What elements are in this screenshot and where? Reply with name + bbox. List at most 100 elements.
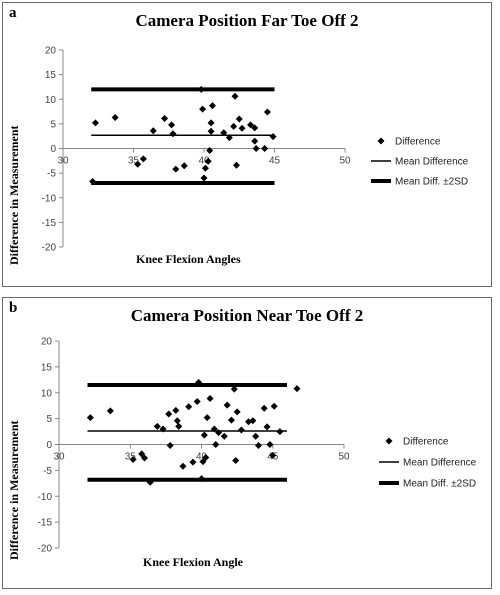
data-point <box>180 162 188 170</box>
data-point <box>210 425 218 433</box>
data-point <box>169 130 177 138</box>
data-point <box>252 145 260 152</box>
data-point <box>260 404 268 412</box>
data-point <box>207 119 215 127</box>
x-axis-label: Knee Flexion Angles <box>136 252 241 266</box>
data-point <box>204 157 212 165</box>
data-point <box>215 429 223 437</box>
y-tick-label: -20 <box>38 544 53 555</box>
data-point <box>251 137 259 145</box>
data-point <box>235 115 243 123</box>
x-axis-label: Knee Flexion Angle <box>143 555 243 569</box>
data-point <box>263 423 271 431</box>
data-point <box>91 119 99 127</box>
data-point <box>230 385 238 393</box>
legend-label: Mean Difference <box>403 458 477 469</box>
y-tick-label: -5 <box>47 169 56 180</box>
data-point <box>179 462 187 470</box>
data-point <box>189 458 197 466</box>
data-point <box>134 160 142 168</box>
data-point <box>198 475 205 483</box>
x-tick-label: 45 <box>269 156 281 167</box>
data-point <box>207 127 215 135</box>
data-point <box>159 425 167 433</box>
data-point <box>220 129 228 137</box>
panel-letter: b <box>9 300 18 316</box>
data-point <box>89 177 97 185</box>
data-point <box>252 432 260 440</box>
y-tick-label: -20 <box>42 243 57 254</box>
data-point <box>225 134 233 142</box>
data-point <box>106 407 114 415</box>
data-point <box>238 124 246 132</box>
data-point <box>199 105 207 113</box>
y-tick-label: 15 <box>41 362 53 373</box>
data-point <box>293 385 301 393</box>
data-point <box>206 146 214 154</box>
y-tick-label: -10 <box>38 492 53 503</box>
data-point <box>200 431 208 439</box>
legend-label: Mean Diff. ±2SD <box>403 479 476 490</box>
x-tick-label: 50 <box>338 452 350 463</box>
data-point <box>193 398 201 406</box>
data-point <box>153 422 161 430</box>
data-point <box>249 417 257 425</box>
data-point <box>206 394 214 402</box>
data-point <box>232 161 240 169</box>
data-point <box>129 456 137 464</box>
data-point <box>231 92 239 100</box>
data-point <box>276 428 284 436</box>
legend-label: Difference <box>395 137 441 148</box>
y-tick-label: 5 <box>46 414 52 425</box>
legend-label: Mean Difference <box>395 157 469 168</box>
chart-title: Camera Position Far Toe Off 2 <box>135 11 359 30</box>
y-tick-label: -15 <box>38 518 53 529</box>
data-point <box>200 174 208 182</box>
data-point <box>233 408 241 416</box>
legend-marker-difference <box>385 437 393 445</box>
data-point <box>220 432 228 440</box>
y-tick-label: 15 <box>45 70 57 81</box>
y-tick-label: 20 <box>41 337 53 348</box>
legend-label: Difference <box>403 437 449 448</box>
chart-panel-a: a Camera Position Far Toe Off 2 Differen… <box>2 2 492 287</box>
data-point <box>227 416 235 424</box>
chart-plot-b: 20151050-5-10-15-203035404550DifferenceM… <box>38 337 477 555</box>
y-tick-label: 20 <box>45 46 57 57</box>
data-point <box>146 478 154 486</box>
y-tick-label: 10 <box>45 95 57 106</box>
data-point <box>175 422 183 430</box>
data-point <box>232 457 240 465</box>
data-point <box>223 401 231 409</box>
legend-marker-difference <box>377 137 385 145</box>
x-tick-label: 30 <box>53 452 65 463</box>
data-point <box>166 442 174 450</box>
data-point <box>251 124 259 132</box>
data-point <box>237 426 245 434</box>
x-tick-label: 50 <box>339 156 351 167</box>
chart-panel-b: b Camera Position Near Toe Off 2 Differe… <box>2 297 492 589</box>
data-point <box>247 121 255 129</box>
data-point <box>86 414 94 422</box>
data-point <box>255 442 262 450</box>
data-point <box>203 414 211 422</box>
data-point <box>173 417 181 425</box>
y-tick-label: -5 <box>43 466 52 477</box>
data-point <box>185 403 193 411</box>
x-tick-label: 35 <box>125 452 137 463</box>
y-tick-label: 10 <box>41 388 53 399</box>
data-point <box>266 441 274 448</box>
data-point <box>172 406 180 414</box>
data-point <box>197 85 205 93</box>
data-point <box>261 145 269 152</box>
data-point <box>230 122 238 130</box>
data-point <box>161 114 169 122</box>
data-point <box>195 378 203 386</box>
y-tick-label: -15 <box>42 218 57 229</box>
data-point <box>111 113 119 121</box>
data-point <box>263 108 271 116</box>
data-point <box>139 155 147 163</box>
chart-title: Camera Position Near Toe Off 2 <box>130 306 364 325</box>
legend-label: Mean Diff. ±2SD <box>395 177 468 188</box>
